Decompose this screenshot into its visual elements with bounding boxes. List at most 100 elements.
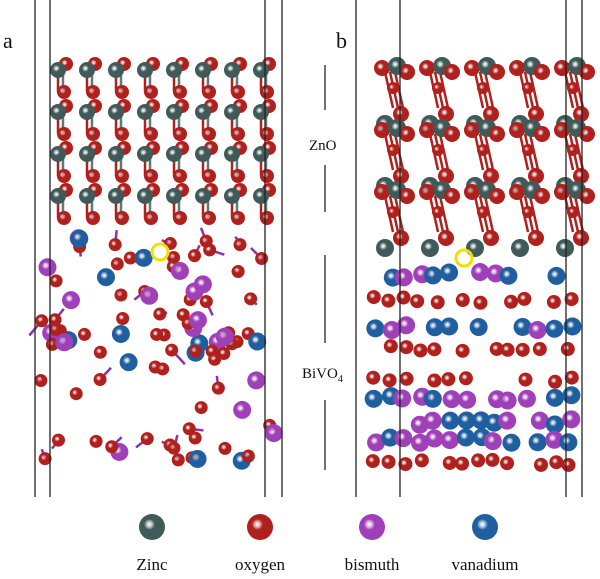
zinc-atom bbox=[108, 146, 124, 162]
bismuth-atom bbox=[483, 432, 502, 451]
vanadium-atom bbox=[499, 266, 518, 285]
oxygen-atom bbox=[153, 307, 167, 321]
zinc-atom bbox=[79, 188, 95, 204]
oxygen-atom bbox=[444, 126, 460, 142]
legend-bismuth-label: bismuth bbox=[345, 555, 400, 574]
zinc-atom bbox=[195, 146, 211, 162]
zinc-atom bbox=[137, 62, 153, 78]
oxygen-atom bbox=[458, 371, 473, 386]
oxygen-atom bbox=[173, 85, 187, 99]
zinc-atom bbox=[79, 104, 95, 120]
oxygen-atom bbox=[173, 169, 187, 183]
oxygen-atom bbox=[427, 373, 442, 388]
vanadium-atom bbox=[441, 411, 460, 430]
oxygen-atom bbox=[489, 126, 505, 142]
vanadium-atom bbox=[559, 433, 578, 452]
bond bbox=[393, 195, 405, 233]
oxygen-atom bbox=[483, 230, 499, 246]
legend-oxygen-label: oxygen bbox=[235, 555, 286, 574]
zinc-atom bbox=[79, 146, 95, 162]
oxygen-atom bbox=[414, 453, 429, 468]
legend-vanadium-label: vanadium bbox=[451, 555, 518, 574]
vanadium-atom bbox=[119, 353, 138, 372]
oxygen-atom bbox=[233, 238, 247, 252]
bond bbox=[528, 195, 540, 233]
bismuth-atom bbox=[38, 258, 57, 277]
vanadium-atom bbox=[562, 386, 581, 405]
bismuth-atom bbox=[61, 291, 80, 310]
zinc-atom bbox=[108, 104, 124, 120]
oxygen-atom bbox=[86, 127, 100, 141]
oxygen-atom bbox=[382, 373, 397, 388]
oxygen-atom bbox=[554, 60, 570, 76]
oxygen-atom bbox=[398, 457, 413, 472]
oxygen-atom bbox=[260, 85, 274, 99]
oxygen-atom bbox=[366, 290, 381, 305]
oxygen-atom bbox=[202, 211, 216, 225]
oxygen-atom bbox=[173, 127, 187, 141]
zinc-atom bbox=[137, 188, 153, 204]
legend-oxygen-swatch bbox=[247, 514, 273, 540]
bivo4-label: BiVO4 bbox=[302, 366, 343, 385]
oxygen-atom bbox=[144, 169, 158, 183]
oxygen-atom bbox=[115, 127, 129, 141]
bismuth-atom bbox=[193, 275, 212, 294]
oxygen-atom bbox=[366, 370, 381, 385]
oxygen-atom bbox=[255, 252, 269, 266]
oxygen-atom bbox=[432, 144, 444, 156]
oxygen-atom bbox=[231, 85, 245, 99]
bond bbox=[528, 133, 540, 171]
oxygen-atom bbox=[573, 230, 589, 246]
vanadium-atom bbox=[188, 449, 207, 468]
vanadium-atom bbox=[545, 415, 564, 434]
oxygen-atom bbox=[218, 441, 232, 455]
legend-bismuth-swatch bbox=[359, 514, 385, 540]
oxygen-atom bbox=[522, 82, 534, 94]
zinc-atom bbox=[195, 62, 211, 78]
oxygen-atom bbox=[387, 82, 399, 94]
bismuth-atom bbox=[233, 400, 252, 419]
oxygen-atom bbox=[528, 106, 544, 122]
oxygen-atom bbox=[57, 127, 71, 141]
bismuth-atom bbox=[215, 327, 234, 346]
oxygen-atom bbox=[49, 274, 63, 288]
oxygen-atom bbox=[140, 432, 154, 446]
oxygen-atom bbox=[399, 64, 415, 80]
oxygen-atom bbox=[57, 169, 71, 183]
oxygen-atom bbox=[108, 238, 122, 252]
bismuth-atom bbox=[528, 321, 547, 340]
vanadium-atom bbox=[547, 266, 566, 285]
oxygen-atom bbox=[444, 188, 460, 204]
oxygen-atom bbox=[485, 452, 500, 467]
vanadium-atom bbox=[440, 263, 459, 282]
oxygen-atom bbox=[441, 372, 456, 387]
bond bbox=[438, 195, 450, 233]
oxygen-atom bbox=[110, 257, 124, 271]
vanadium-atom bbox=[456, 428, 475, 447]
zinc-atom bbox=[166, 188, 182, 204]
oxygen-atom bbox=[188, 344, 202, 358]
oxygen-atom bbox=[554, 184, 570, 200]
oxygen-atom bbox=[455, 293, 470, 308]
vanadium-atom bbox=[545, 319, 564, 338]
oxygen-atom bbox=[419, 60, 435, 76]
oxygen-atom bbox=[549, 455, 564, 470]
oxygen-atom bbox=[244, 292, 258, 306]
oxygen-atom bbox=[93, 373, 107, 387]
legend-zinc-swatch bbox=[139, 514, 165, 540]
oxygen-atom bbox=[194, 401, 208, 415]
zinc-atom bbox=[108, 62, 124, 78]
oxygen-atom bbox=[202, 127, 216, 141]
oxygen-atom bbox=[442, 455, 457, 470]
oxygen-atom bbox=[365, 454, 380, 469]
zinc-atom bbox=[253, 146, 269, 162]
oxygen-atom bbox=[105, 440, 119, 454]
oxygen-atom bbox=[534, 64, 550, 80]
oxygen-atom bbox=[115, 211, 129, 225]
oxygen-atom bbox=[528, 168, 544, 184]
oxygen-atom bbox=[171, 453, 185, 467]
bismuth-atom bbox=[458, 390, 477, 409]
atoms bbox=[34, 57, 595, 472]
bond bbox=[393, 71, 405, 109]
oxygen-atom bbox=[260, 127, 274, 141]
